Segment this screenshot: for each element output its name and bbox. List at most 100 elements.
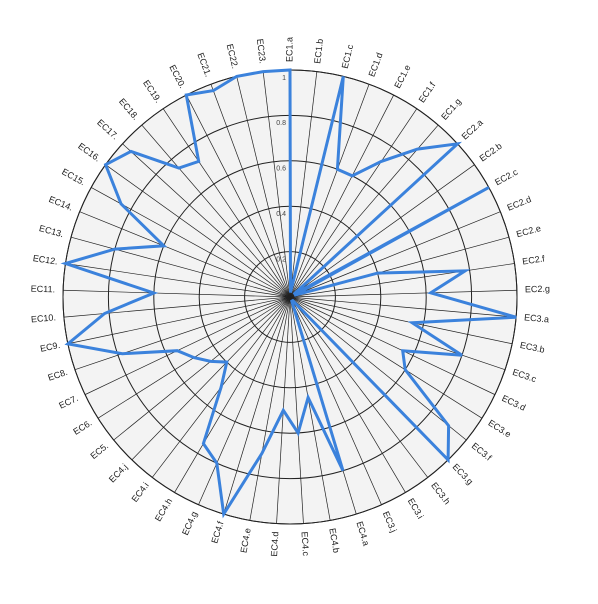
spoke [289,108,418,298]
spoke [79,211,291,298]
category-label: EC3.j [381,510,399,534]
category-label: EC15. [60,167,87,188]
category-label: EC1.e [392,63,412,90]
spoke [105,164,291,298]
category-label: EC4.j [107,462,130,485]
category-label: EC4.c [300,531,311,557]
spoke [289,296,467,441]
category-label: EC18. [117,96,141,121]
category-label: EC4.b [327,527,341,553]
category-label: EC2.a [460,117,485,141]
spoke [198,296,291,505]
category-label: EC19. [141,78,163,104]
spoke [289,124,439,298]
category-label: EC13. [38,223,65,239]
spoke [210,84,291,298]
category-label: EC4.f [209,520,225,545]
spoke [84,296,291,395]
category-label: EC5. [88,441,110,461]
spoke [289,296,513,345]
spoke [67,296,291,345]
spoke [63,289,291,298]
spoke [289,296,496,395]
spoke [289,164,475,298]
category-label: EC1.f [417,80,438,105]
spoke [289,84,370,298]
category-label: EC3.h [429,480,452,506]
category-label: EC2.e [515,223,542,239]
category-label: EC4.g [180,510,199,537]
category-label: EC3.e [486,418,512,440]
spoke [289,296,517,318]
category-label: EC1.d [367,51,385,78]
spoke [131,296,291,461]
category-label: EC4.e [238,527,252,553]
spoke [289,289,517,298]
category-label: EC10. [31,312,57,324]
spoke [70,236,291,298]
category-label: EC4.a [354,520,371,547]
category-label: EC4.h [153,496,174,523]
category-label: EC14. [47,194,74,213]
category-label: EC17. [95,117,120,141]
category-label: EC16. [76,141,102,164]
spoke [249,296,291,521]
category-label: EC1.b [312,38,325,64]
category-label: EC22. [225,43,241,70]
category-label: EC2.g [525,284,550,295]
tick-label: 0.4 [276,211,286,218]
tick-label: 0.8 [276,120,286,127]
category-label: EC1.g [439,96,463,121]
spoke [289,94,394,298]
category-label: EC4.d [269,531,280,557]
category-label: EC2.f [522,253,546,266]
tick-label: 0.6 [276,166,286,173]
category-label: EC1.c [340,43,356,70]
spoke [289,296,382,505]
spoke [289,296,304,524]
category-label: EC9. [39,340,61,354]
spoke [65,263,291,298]
category-label: EC3.c [511,367,538,384]
category-label: EC7. [57,393,79,411]
category-label: EC11. [31,284,56,295]
spoke [63,296,291,318]
category-label: EC23. [255,38,268,64]
spoke [236,76,291,298]
spoke [289,296,506,371]
spoke [162,108,291,298]
spoke [74,296,291,371]
category-label: EC21. [195,51,213,78]
spoke [289,296,331,521]
category-label: EC3.i [406,496,426,520]
category-label: EC6. [71,418,93,437]
spoke [289,296,429,478]
spoke [262,71,291,298]
category-label: EC3.g [451,462,476,487]
category-label: EC2.c [493,167,520,188]
spoke [141,124,291,298]
category-label: EC4.i [130,480,151,504]
spoke [289,296,406,493]
category-label: EC3.b [519,340,546,355]
category-label: EC3.a [524,312,550,324]
spoke [122,143,291,298]
spoke [186,94,291,298]
tick-label: 1 [282,75,286,82]
tick-label: 0.2 [276,256,286,263]
spoke [223,296,291,515]
category-label: EC3.f [470,441,494,463]
spoke [289,263,515,298]
category-label: EC20. [167,63,187,90]
category-label: EC1.a [284,37,294,62]
category-label: EC12. [32,253,58,267]
category-label: EC2.d [506,194,533,213]
category-label: EC8. [47,367,69,383]
spoke [174,296,291,493]
spoke [113,296,291,441]
category-label: EC2.b [478,141,504,164]
spoke [289,211,501,298]
radar-line [60,68,517,519]
